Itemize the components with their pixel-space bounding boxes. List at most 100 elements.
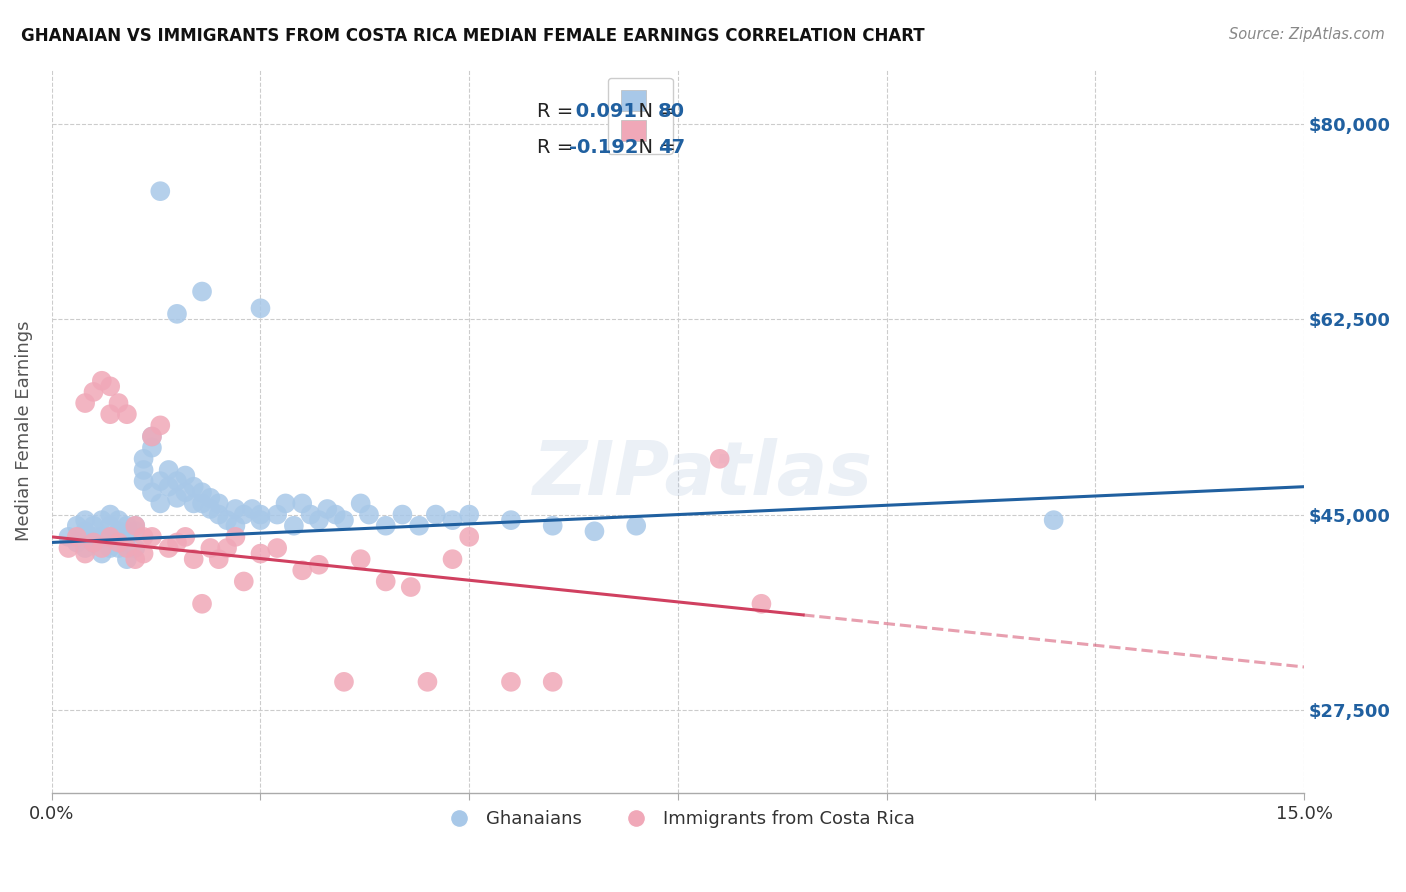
Point xyxy=(240,502,263,516)
Point xyxy=(166,307,188,321)
Point xyxy=(174,468,197,483)
Point xyxy=(115,518,138,533)
Point xyxy=(90,541,112,555)
Point xyxy=(458,530,481,544)
Point xyxy=(141,429,163,443)
Point xyxy=(541,674,564,689)
Point xyxy=(224,502,246,516)
Point xyxy=(217,541,239,555)
Point xyxy=(166,535,188,549)
Point xyxy=(274,496,297,510)
Point xyxy=(107,524,129,539)
Text: N =: N = xyxy=(626,102,682,121)
Point xyxy=(308,513,330,527)
Text: R =: R = xyxy=(537,137,579,157)
Point xyxy=(149,184,172,198)
Point xyxy=(191,597,214,611)
Point xyxy=(325,508,347,522)
Point xyxy=(499,674,522,689)
Point xyxy=(249,513,271,527)
Point xyxy=(82,535,104,549)
Point xyxy=(374,574,396,589)
Point xyxy=(149,474,172,488)
Point xyxy=(90,530,112,544)
Point xyxy=(115,530,138,544)
Point xyxy=(66,530,89,544)
Text: 0.091: 0.091 xyxy=(569,102,637,121)
Point xyxy=(141,530,163,544)
Point xyxy=(75,396,97,410)
Text: 47: 47 xyxy=(658,137,685,157)
Point xyxy=(408,518,430,533)
Point xyxy=(107,396,129,410)
Point xyxy=(441,552,464,566)
Point xyxy=(174,530,197,544)
Point xyxy=(350,552,373,566)
Point xyxy=(66,535,89,549)
Point xyxy=(1042,513,1064,527)
Point xyxy=(425,508,447,522)
Point xyxy=(224,518,246,533)
Point xyxy=(232,508,254,522)
Point xyxy=(132,474,155,488)
Point xyxy=(391,508,413,522)
Point xyxy=(149,418,172,433)
Point xyxy=(299,508,322,522)
Point xyxy=(266,508,288,522)
Text: N =: N = xyxy=(626,137,682,157)
Point xyxy=(157,541,180,555)
Point xyxy=(75,541,97,555)
Point xyxy=(124,552,146,566)
Point xyxy=(166,491,188,505)
Point xyxy=(416,674,439,689)
Point xyxy=(82,384,104,399)
Point xyxy=(107,535,129,549)
Point xyxy=(200,541,222,555)
Point xyxy=(249,508,271,522)
Point xyxy=(90,513,112,527)
Point xyxy=(709,451,731,466)
Point xyxy=(107,513,129,527)
Point xyxy=(124,518,146,533)
Point xyxy=(75,547,97,561)
Point xyxy=(149,496,172,510)
Point xyxy=(183,552,205,566)
Point xyxy=(374,518,396,533)
Text: -0.192: -0.192 xyxy=(569,137,638,157)
Point xyxy=(583,524,606,539)
Point xyxy=(333,674,356,689)
Point xyxy=(208,552,231,566)
Point xyxy=(208,496,231,510)
Point xyxy=(183,496,205,510)
Point xyxy=(98,541,121,555)
Point xyxy=(124,524,146,539)
Point xyxy=(224,530,246,544)
Point xyxy=(249,301,271,316)
Point xyxy=(283,518,305,533)
Point xyxy=(132,451,155,466)
Text: Source: ZipAtlas.com: Source: ZipAtlas.com xyxy=(1229,27,1385,42)
Point xyxy=(90,547,112,561)
Point xyxy=(751,597,773,611)
Point xyxy=(75,524,97,539)
Point xyxy=(115,552,138,566)
Y-axis label: Median Female Earnings: Median Female Earnings xyxy=(15,321,32,541)
Point xyxy=(124,541,146,555)
Text: ZIPatlas: ZIPatlas xyxy=(533,438,873,511)
Point xyxy=(200,502,222,516)
Point xyxy=(191,485,214,500)
Point xyxy=(115,407,138,421)
Legend: Ghanaians, Immigrants from Costa Rica: Ghanaians, Immigrants from Costa Rica xyxy=(433,803,922,835)
Point xyxy=(132,530,155,544)
Point xyxy=(350,496,373,510)
Point xyxy=(98,508,121,522)
Point xyxy=(441,513,464,527)
Point xyxy=(75,513,97,527)
Point xyxy=(107,541,129,555)
Point xyxy=(58,530,80,544)
Text: GHANAIAN VS IMMIGRANTS FROM COSTA RICA MEDIAN FEMALE EARNINGS CORRELATION CHART: GHANAIAN VS IMMIGRANTS FROM COSTA RICA M… xyxy=(21,27,925,45)
Point xyxy=(499,513,522,527)
Point xyxy=(316,502,339,516)
Point xyxy=(191,496,214,510)
Point xyxy=(191,285,214,299)
